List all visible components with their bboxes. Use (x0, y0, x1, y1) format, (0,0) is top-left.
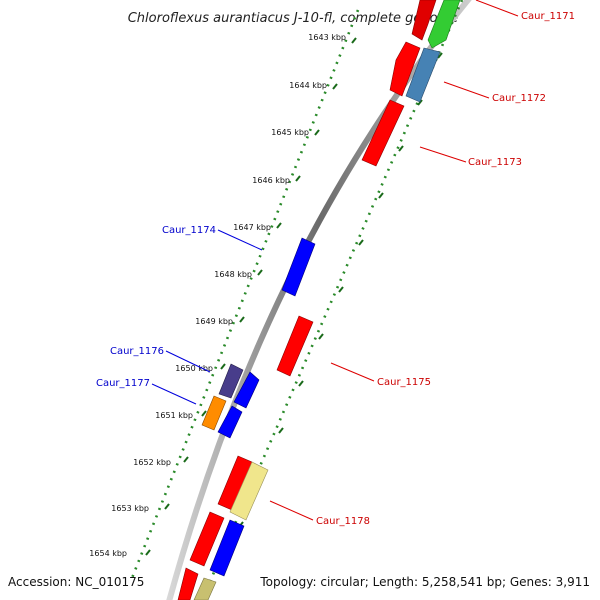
map-title: Chloroflexus aurantiacus J-10-fl, comple… (128, 11, 459, 26)
gene-olive-bottom[interactable] (193, 577, 217, 600)
gene-caur-1178[interactable] (229, 461, 269, 521)
gene-blue-1650[interactable] (233, 371, 260, 409)
gene-caur-1176[interactable] (218, 363, 244, 399)
tick-track (130, 9, 360, 579)
gene-red-upper[interactable] (389, 41, 421, 97)
gene-label-caur-1178[interactable]: Caur_1178 (316, 516, 370, 527)
kbp-label-1654: 1654 kbp (89, 549, 127, 558)
kbp-label-1650: 1650 kbp (175, 364, 213, 373)
gene-caur-1174[interactable] (281, 237, 316, 297)
gene-label-caur-1174[interactable]: Caur_1174 (162, 225, 216, 236)
kbp-labels: 1643 kbp 1644 kbp 1645 kbp 1646 kbp 1647… (89, 33, 346, 558)
kbp-label-1646: 1646 kbp (252, 176, 290, 185)
gene-caur-1171[interactable] (411, 0, 437, 41)
kbp-label-1649: 1649 kbp (195, 317, 233, 326)
kbp-label-1652: 1652 kbp (133, 458, 171, 467)
accession-text: Accession: NC_010175 (8, 575, 144, 589)
kbp-label-1648: 1648 kbp (214, 270, 252, 279)
gene-caur-1173[interactable] (361, 99, 405, 167)
label-leaders (151, 0, 519, 521)
gene-features (177, 0, 461, 600)
kbp-label-1653: 1653 kbp (111, 504, 149, 513)
kbp-label-1643: 1643 kbp (308, 33, 346, 42)
gene-label-caur-1173[interactable]: Caur_1173 (468, 157, 522, 168)
gene-green-top[interactable] (427, 0, 461, 49)
gene-label-caur-1171[interactable]: Caur_1171 (521, 11, 575, 22)
kbp-label-1647: 1647 kbp (233, 223, 271, 232)
kbp-label-1644: 1644 kbp (289, 81, 327, 90)
gene-caur-1177[interactable] (201, 395, 227, 431)
gene-blue-1651[interactable] (217, 405, 243, 439)
genome-summary-text: Topology: circular; Length: 5,258,541 bp… (259, 575, 590, 589)
kbp-label-1651: 1651 kbp (155, 411, 193, 420)
gene-caur-1172[interactable] (405, 47, 441, 103)
gene-caur-1175[interactable] (276, 315, 314, 377)
gene-label-caur-1176[interactable]: Caur_1176 (110, 346, 164, 357)
tick-marks (145, 37, 357, 556)
gene-label-caur-1172[interactable]: Caur_1172 (492, 93, 546, 104)
kbp-label-1645: 1645 kbp (271, 128, 309, 137)
gene-labels: Caur_1171 Caur_1172 Caur_1173 Caur_1174 … (96, 11, 575, 527)
genome-backbone (166, 0, 472, 600)
gene-blue-1653[interactable] (209, 519, 245, 577)
gene-red-1653[interactable] (189, 511, 225, 567)
gene-red-bottom[interactable] (177, 567, 199, 600)
gene-label-caur-1175[interactable]: Caur_1175 (377, 377, 431, 388)
gene-label-caur-1177[interactable]: Caur_1177 (96, 378, 150, 389)
